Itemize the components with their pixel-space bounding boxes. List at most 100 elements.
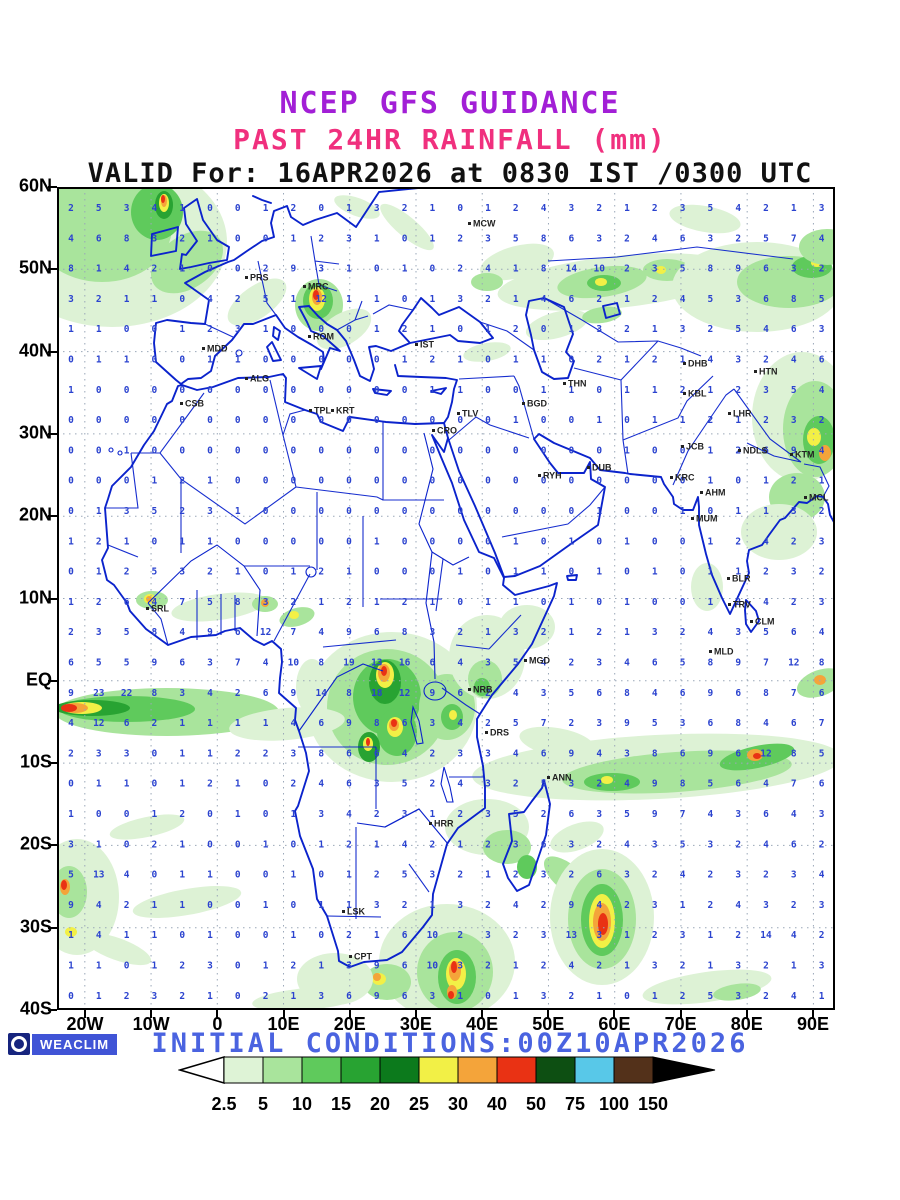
grid-value: 0 [152,355,158,366]
grid-value: 1 [624,930,630,941]
grid-value: 0 [569,445,575,456]
grid-value: 3 [179,567,185,578]
grid-value: 4 [624,779,630,790]
grid-value: 4 [624,839,630,850]
grid-value: 6 [763,809,769,820]
grid-value: 4 [152,203,158,214]
grid-value: 5 [263,294,269,305]
grid-value: 2 [819,264,825,275]
grid-value: 1 [374,294,380,305]
grid-value: 1 [318,597,324,608]
grid-value: 14 [315,688,327,699]
grid-value: 1 [96,991,102,1002]
grid-value: 2 [346,930,352,941]
grid-value: 4 [791,809,797,820]
grid-value: 6 [735,688,741,699]
grid-value: 5 [96,658,102,669]
grid-value: 1 [152,900,158,911]
grid-value: 1 [430,203,436,214]
grid-value: 8 [652,748,658,759]
city-krt: KRT [331,406,355,416]
grid-value: 3 [541,870,547,881]
grid-value: 2 [291,961,297,972]
grid-value: 0 [207,385,213,396]
grid-value: 3 [680,718,686,729]
grid-value: 0 [624,476,630,487]
grid-value: 1 [263,900,269,911]
grid-value: 4 [708,355,714,366]
grid-value: 0 [569,506,575,517]
grid-value: 2 [596,294,602,305]
grid-value: 1 [124,445,130,456]
grid-value: 0 [402,536,408,547]
grid-value: 4 [569,961,575,972]
grid-value: 0 [291,476,297,487]
grid-value: 2 [457,870,463,881]
grid-value: 1 [541,385,547,396]
grid-value: 5 [96,203,102,214]
grid-value: 2 [374,870,380,881]
grid-value: 3 [374,779,380,790]
grid-value: 0 [68,991,74,1002]
svg-text:DRS: DRS [490,728,509,738]
grid-value: 0 [374,476,380,487]
grid-value: 2 [207,567,213,578]
colorbar-label: 2.5 [211,1094,236,1114]
city-ndls: NDLS [738,446,768,456]
grid-value: 1 [708,536,714,547]
grid-value: 5 [124,627,130,638]
grid-value: 4 [457,718,463,729]
grid-value: 1 [624,385,630,396]
grid-value: 1 [96,264,102,275]
city-thn: THN [563,379,587,389]
grid-value: 0 [624,991,630,1002]
svg-text:MCW: MCW [473,219,496,229]
grid-value: 0 [179,445,185,456]
grid-value: 0 [318,203,324,214]
grid-value: 8 [152,627,158,638]
grid-value: 5 [708,991,714,1002]
grid-value: 4 [513,900,519,911]
grid-value: 1 [318,900,324,911]
grid-value: 1 [179,748,185,759]
grid-value: 0 [291,355,297,366]
grid-value: 2 [513,779,519,790]
grid-value: 5 [68,870,74,881]
svg-text:NRB: NRB [473,685,493,695]
grid-value: 3 [735,961,741,972]
map-frame: 2 5 3 4 1 0 0 1 2 0 1 3 2 1 0 1 2 4 3 2 1 2 3 5 4 2 1 3 4 6 8 3 2 1 0 0 1 2 3 1… [57,187,835,1010]
grid-value: 2 [763,355,769,366]
svg-text:LHR: LHR [733,409,752,419]
grid-value: 1 [513,597,519,608]
colorbar-label: 25 [409,1094,429,1114]
svg-text:THN: THN [568,379,587,389]
colorbar-segment [380,1057,419,1083]
grid-value: 6 [402,718,408,729]
grid-value: 3 [652,627,658,638]
grid-value: 4 [207,688,213,699]
grid-value: 0 [263,385,269,396]
grid-value: 1 [291,567,297,578]
grid-value: 0 [68,506,74,517]
grid-value: 1 [457,567,463,578]
grid-value: 2 [513,870,519,881]
grid-value: 0 [207,839,213,850]
grid-value: 1 [457,991,463,1002]
lon-tick [481,1010,483,1018]
lon-tick [84,1010,86,1018]
grid-value: 0 [235,445,241,456]
grid-value: 0 [346,385,352,396]
grid-value: 0 [346,324,352,335]
grid-value: 1 [96,506,102,517]
grid-value: 3 [207,658,213,669]
grid-value: 6 [791,718,797,729]
grid-value: 9 [652,809,658,820]
grid-value: 2 [819,930,825,941]
grid-value: 0 [680,536,686,547]
grid-value: 0 [96,415,102,426]
grid-value: 0 [485,445,491,456]
lat-tick [48,351,57,353]
grid-value: 14 [760,930,772,941]
svg-text:ROM: ROM [313,332,334,342]
grid-value: 0 [596,476,602,487]
